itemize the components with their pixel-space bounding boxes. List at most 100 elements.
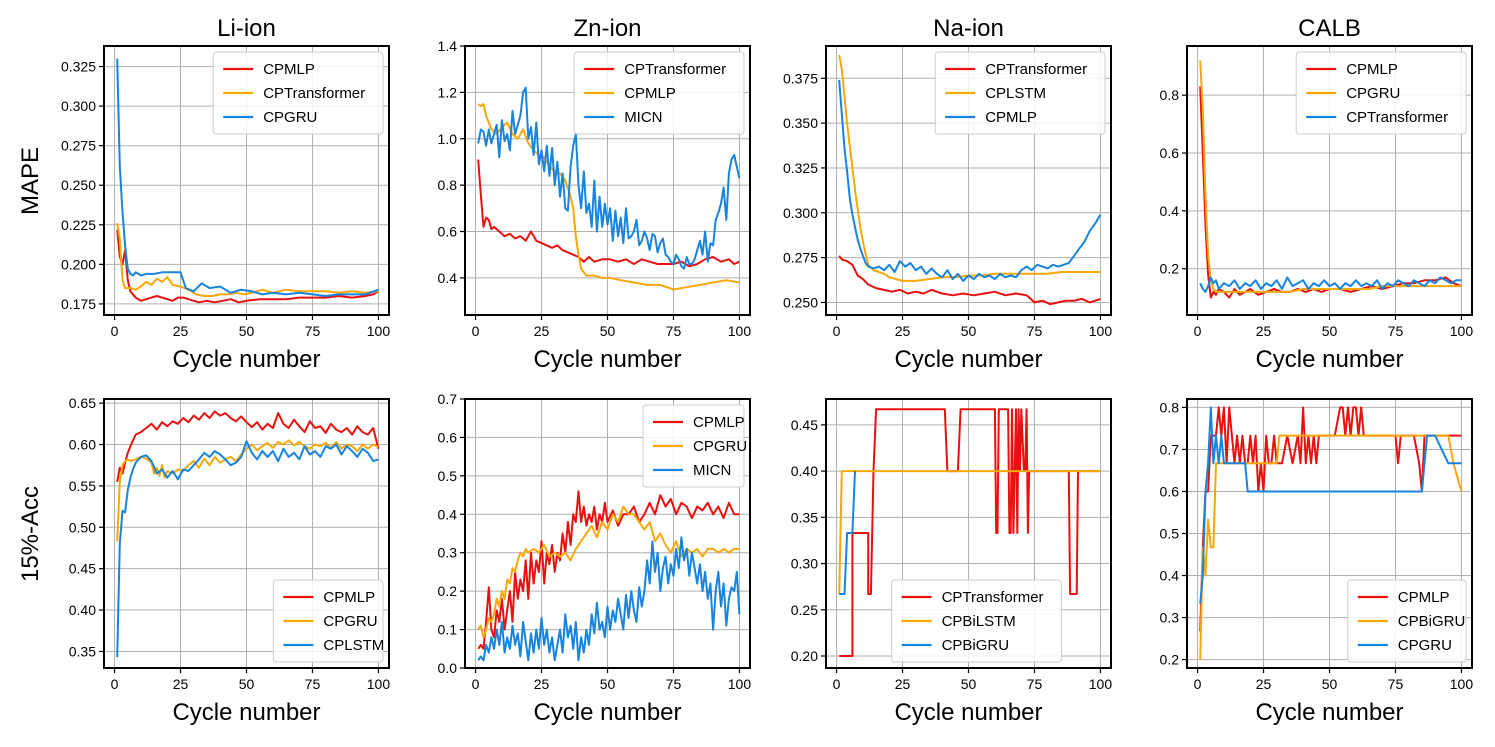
x-tick-label: 0 (833, 323, 841, 339)
plot-frame (103, 398, 390, 669)
x-tick-label: 100 (1089, 323, 1113, 339)
series-line-cptransformer (1199, 276, 1462, 293)
x-tick-label: 75 (666, 676, 682, 692)
series-line-cpgru (1199, 60, 1462, 293)
x-tick-label: 100 (1450, 323, 1474, 339)
y-tick-label: 0.25 (791, 602, 818, 618)
panel-1: 0 25 50 75 100 0.175 0.200 0.225 0.250 0.275 0.300… (61, 15, 390, 373)
plot-frame (464, 45, 751, 316)
legend: CPMLP CPBiGRU CPGRU (1347, 579, 1467, 663)
series-line-cptransformer (116, 223, 379, 297)
y-tick-label: 0.35 (69, 643, 96, 659)
legend-label: CPMLP (624, 85, 676, 102)
legend-label: CPGRU (1398, 637, 1452, 654)
legend-label: CPMLP (693, 414, 745, 431)
legend-box (573, 51, 745, 135)
legend-box (891, 579, 1062, 663)
series-line-cpbigru (1199, 434, 1463, 660)
legend: CPTransformer CPMLP MICN (573, 51, 745, 135)
legend-label: CPBiGRU (942, 637, 1010, 654)
panel-title: Na-ion (933, 15, 1004, 42)
y-tick-label: 0.45 (69, 561, 96, 577)
y-tick-label: 0.2 (438, 583, 458, 599)
y-tick-label: 0.6 (438, 429, 458, 445)
x-tick-label: 25 (895, 323, 911, 339)
plot-frame (1186, 398, 1473, 669)
y-tick-label: 0.5 (438, 468, 458, 484)
y-tick-label: 0.20 (791, 648, 818, 664)
legend-label: CPMLP (1398, 589, 1450, 606)
plot-frame (103, 45, 390, 316)
y-tick-label: 0.3 (1160, 610, 1180, 626)
y-tick-label: 1.4 (438, 38, 458, 54)
series-line-cpmlp (477, 103, 740, 291)
x-tick-label: 100 (1089, 676, 1113, 692)
legend: CPTransformer CPBiLSTM CPBiGRU (891, 579, 1062, 663)
y-tick-label: 0.45 (791, 417, 818, 433)
x-axis-label: Cycle number (533, 699, 681, 726)
x-tick-label: 0 (111, 676, 119, 692)
y-tick-label: 0.65 (69, 395, 96, 411)
y-tick-label: 0.8 (1160, 399, 1180, 415)
legend: CPMLP CPGRU CPTransformer (1295, 51, 1467, 135)
x-tick-label: 25 (173, 676, 189, 692)
x-tick-label: 25 (534, 323, 550, 339)
x-tick-label: 0 (1194, 323, 1202, 339)
legend-label: CPTransformer (1346, 109, 1448, 126)
legend-label: CPGRU (1346, 85, 1400, 102)
legend-label: CPTransformer (985, 61, 1087, 78)
panel-title: CALB (1298, 15, 1361, 42)
y-tick-label: 0.8 (438, 177, 458, 193)
x-tick-label: 50 (961, 323, 977, 339)
plot-frame (825, 398, 1112, 669)
x-tick-label: 75 (1388, 323, 1404, 339)
y-tick-label: 0.6 (438, 224, 458, 240)
legend: CPMLP CPTransformer CPGRU (212, 51, 384, 135)
series-line-cpgru (116, 439, 379, 542)
series-line-micn (477, 86, 741, 270)
y-tick-label: 0.6 (1160, 483, 1180, 499)
series-line-cpgru (1199, 406, 1462, 604)
y-tick-label: 0.0 (438, 660, 458, 676)
series-line-cplstm (116, 440, 379, 658)
legend: CPMLP CPGRU CPLSTM (272, 579, 384, 663)
legend-label: MICN (624, 109, 662, 126)
x-tick-label: 50 (1322, 323, 1338, 339)
x-tick-label: 0 (111, 323, 119, 339)
x-axis-label: Cycle number (533, 346, 681, 373)
legend-label: CPGRU (263, 109, 317, 126)
y-tick-label: 0.55 (69, 478, 96, 494)
legend-label: CPTransformer (263, 85, 365, 102)
y-tick-label: 0.40 (791, 463, 818, 479)
x-tick-label: 100 (367, 676, 391, 692)
legend-label: CPGRU (693, 438, 747, 455)
series-line-cptransformer (838, 255, 1101, 306)
row-label-acc: 15%-Acc (17, 486, 44, 582)
y-tick-label: 0.35 (791, 509, 818, 525)
x-tick-label: 50 (961, 676, 977, 692)
y-tick-label: 0.4 (1160, 568, 1180, 584)
y-tick-label: 0.40 (69, 602, 96, 618)
row-label-mape: MAPE (17, 147, 44, 215)
legend-box (212, 51, 384, 135)
plot-frame (464, 398, 751, 669)
x-axis-label: Cycle number (172, 346, 320, 373)
series-line-cpmlp (477, 490, 740, 650)
y-tick-label: 1.0 (438, 131, 458, 147)
x-tick-label: 75 (1027, 676, 1043, 692)
y-tick-label: 0.4 (1160, 203, 1180, 219)
legend-label: CPMLP (323, 589, 375, 606)
x-tick-label: 25 (1256, 323, 1272, 339)
x-axis-label: Cycle number (1255, 346, 1403, 373)
panel-title: Zn-ion (573, 15, 641, 42)
legend-label: CPBiGRU (1398, 613, 1466, 630)
y-tick-label: 0.50 (69, 519, 96, 535)
legend-label: CPBiLSTM (942, 613, 1016, 630)
y-tick-label: 0.275 (61, 138, 96, 154)
legend: CPMLP CPGRU MICN (642, 404, 747, 488)
legend-label: CPLSTM (985, 85, 1046, 102)
legend-box (642, 404, 745, 488)
panel-5: 0 25 50 75 100 0.35 0.40 0.45 0.50 0.55 0.60 0.65 Cy… (69, 395, 391, 726)
y-tick-label: 0.225 (61, 217, 96, 233)
